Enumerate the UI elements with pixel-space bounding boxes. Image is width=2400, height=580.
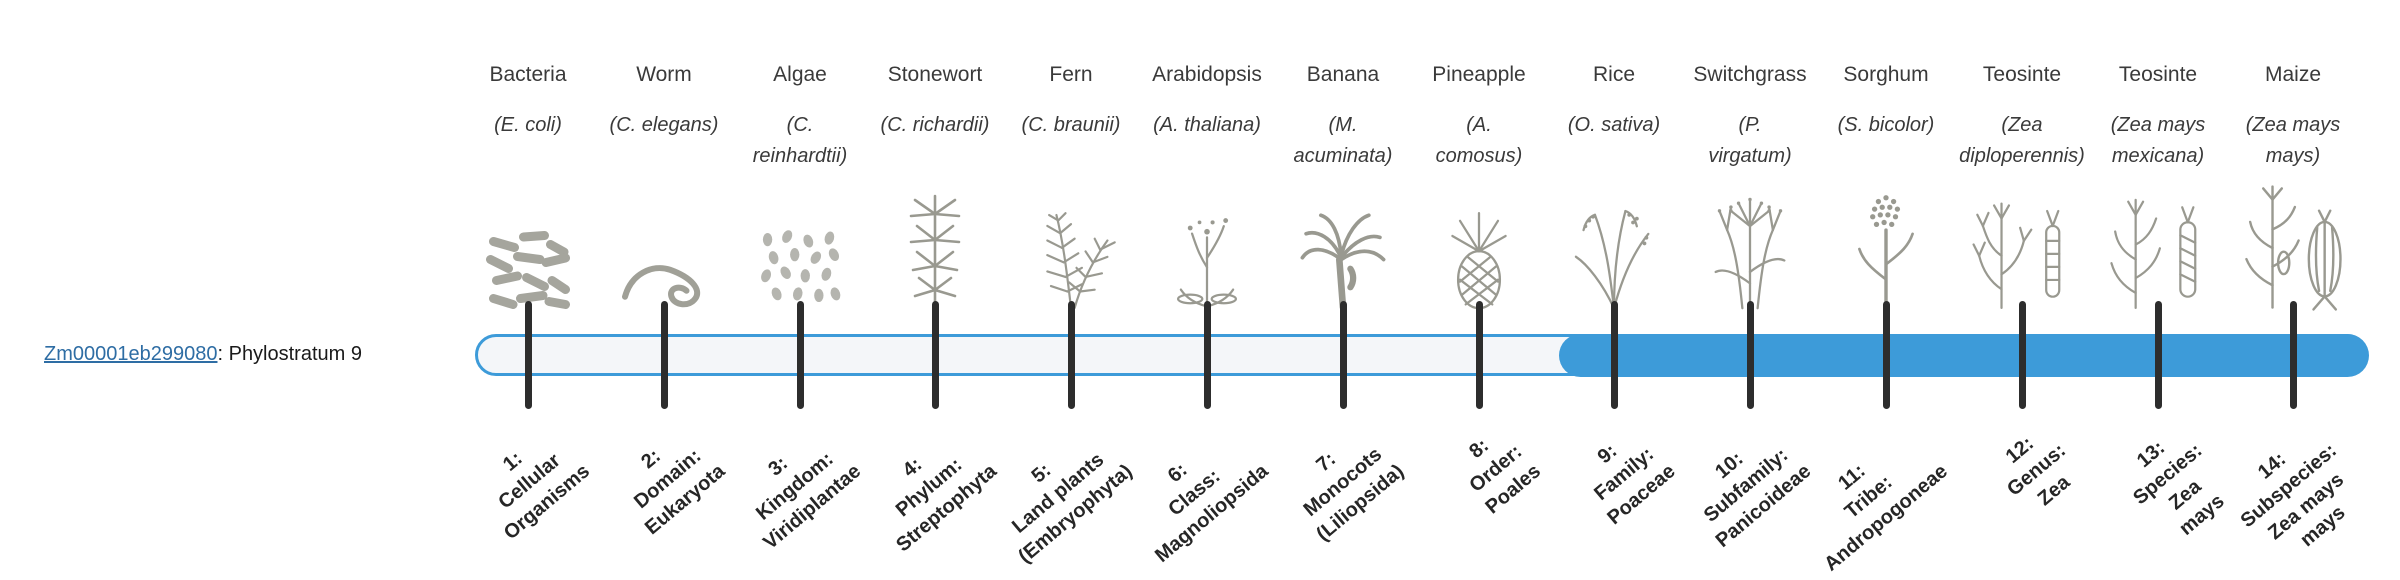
- algae-icon: [754, 172, 846, 316]
- column-header: Bacteria (E. coli): [448, 62, 608, 316]
- stratum-label: 4: Phylum: Streptophyta: [891, 453, 1001, 557]
- arabidopsis-icon: [1171, 141, 1243, 316]
- column-header: Pineapple (A. comosus): [1399, 62, 1559, 316]
- scientific-name-label: (C. braunii): [1021, 114, 1121, 136]
- column-header: Fern (C. braunii): [991, 62, 1151, 316]
- scientific-name-label: (P. virgatum): [1708, 114, 1792, 167]
- scientific-name-label: (C. reinhardtii): [752, 114, 848, 167]
- common-name-label: Maize: [2264, 63, 2322, 86]
- scientific-name-label: (Zea diploperennis): [1959, 114, 2085, 167]
- common-name-label: Teosinte: [1982, 63, 2062, 86]
- phylostratum-tick: [660, 301, 668, 409]
- phylostratum-tick: [1475, 301, 1483, 409]
- column-header: Maize (Zea mays mays): [2213, 62, 2373, 316]
- column-header: Teosinte (Zea mays mexicana): [2078, 62, 2238, 316]
- scientific-name-label: (C. elegans): [609, 114, 719, 136]
- column-header: Teosinte (Zea diploperennis): [1942, 62, 2102, 316]
- scientific-name-label: (C. richardii): [880, 114, 990, 136]
- scientific-name-label: (O. sativa): [1567, 114, 1661, 136]
- common-name-label: Algae: [773, 63, 827, 86]
- banana-icon: [1295, 172, 1391, 316]
- common-name-label: Switchgrass: [1693, 63, 1807, 86]
- column-header: Switchgrass (P. virgatum): [1670, 62, 1830, 316]
- phylostrata-track-fill: [1559, 333, 2369, 377]
- column-header: Rice (O. sativa): [1534, 62, 1694, 316]
- teosinte-mexicana-icon: [2104, 172, 2212, 316]
- phylostratum-tick: [2289, 301, 2297, 409]
- phylostratum-tick: [1882, 301, 1890, 409]
- gene-label: Zm00001eb299080: Phylostratum 9: [44, 343, 362, 366]
- stratum-label: 1: Cellular Organisms: [494, 447, 594, 544]
- stratum-label: 11: Tribe: Andropogoneae: [1819, 459, 1952, 576]
- maize-icon: [2239, 172, 2347, 316]
- gene-phylostratum-text: : Phylostratum 9: [217, 343, 362, 365]
- scientific-name-label: (E. coli): [494, 114, 562, 136]
- teosinte-diploperennis-icon: [1968, 172, 2076, 316]
- column-header: Sorghum (S. bicolor): [1806, 62, 1966, 316]
- column-header: Algae (C. reinhardtii): [720, 62, 880, 316]
- sorghum-icon: [1848, 141, 1924, 316]
- pineapple-icon: [1444, 172, 1514, 316]
- phylostratum-tick: [1610, 301, 1618, 409]
- phylostratum-tick: [1067, 301, 1075, 409]
- common-name-label: Worm: [636, 63, 692, 86]
- switchgrass-icon: [1704, 172, 1796, 316]
- column-header: Worm (C. elegans): [584, 62, 744, 316]
- gene-link[interactable]: Zm00001eb299080: [44, 343, 218, 365]
- phylostratum-tick: [1203, 301, 1211, 409]
- stratum-label: 7: Monocots (Liliopsida): [1300, 443, 1409, 546]
- phylostratum-tick: [2154, 301, 2162, 409]
- stratum-label: 8: Order: Poales: [1464, 434, 1545, 519]
- common-name-label: Stonewort: [887, 63, 983, 86]
- scientific-name-label: (Zea mays mays): [2245, 114, 2341, 167]
- common-name-label: Fern: [1049, 63, 1093, 86]
- common-name-label: Bacteria: [489, 63, 567, 86]
- common-name-label: Sorghum: [1843, 63, 1929, 86]
- scientific-name-label: (A. thaliana): [1153, 114, 1261, 136]
- stratum-label: 9: Family: Poaceae: [1590, 439, 1680, 529]
- stratum-label: 10: Subfamily: Panicoideae: [1700, 444, 1816, 552]
- scientific-name-label: (M. acuminata): [1293, 114, 1393, 167]
- phylostrata-track: [475, 333, 2369, 377]
- scientific-name-label: (S. bicolor): [1837, 114, 1935, 136]
- common-name-label: Banana: [1306, 63, 1380, 86]
- phylostratum-tick: [1339, 301, 1347, 409]
- column-header: Banana (M. acuminata): [1263, 62, 1423, 316]
- scientific-name-label: (Zea mays mexicana): [2110, 114, 2206, 167]
- phylostratum-tick: [796, 301, 804, 409]
- stratum-label: 2: Domain: Eukaryota: [630, 444, 730, 539]
- common-name-label: Pineapple: [1432, 63, 1526, 86]
- stratum-label: 12: Genus: Zea: [2001, 432, 2075, 511]
- stratum-label: 3: Kingdom: Viridiplantae: [752, 448, 866, 554]
- common-name-label: Arabidopsis: [1152, 63, 1262, 86]
- worm-icon: [616, 141, 712, 316]
- stratum-label: 5: Land plants (Embryophyta): [1008, 449, 1137, 568]
- common-name-label: Rice: [1592, 63, 1635, 86]
- bacteria-icon: [480, 141, 576, 316]
- fern-icon: [1020, 141, 1122, 316]
- rice-icon: [1568, 141, 1660, 316]
- phylostratum-tick: [1746, 301, 1754, 409]
- column-header: Arabidopsis (A. thaliana): [1127, 62, 1287, 316]
- stonewort-icon: [899, 141, 971, 316]
- stratum-label: 6: Class: Magnoliopsida: [1150, 458, 1273, 567]
- stratum-label: 13: Species: Zea mays: [2129, 436, 2229, 540]
- scientific-name-label: (A. comosus): [1435, 114, 1523, 167]
- phylostratum-tick: [931, 301, 939, 409]
- phylostratum-tick: [524, 301, 532, 409]
- common-name-label: Teosinte: [2118, 63, 2198, 86]
- phylostratum-tick: [2018, 301, 2026, 409]
- column-header: Stonewort (C. richardii): [855, 62, 1015, 316]
- stratum-label: 14: Subspecies: Zea mays mays: [2236, 439, 2350, 552]
